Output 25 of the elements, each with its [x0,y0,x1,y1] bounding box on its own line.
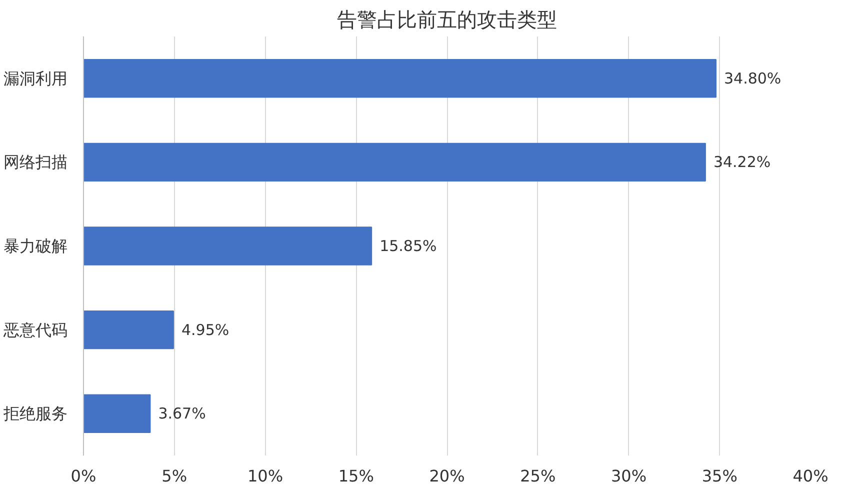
x-tick-label: 20% [429,466,465,486]
y-tick-label: 拒绝服务 [2,404,68,424]
bar [84,394,151,433]
data-label: 3.67% [158,404,206,423]
data-label: 34.22% [713,153,771,172]
x-tick-label: 5% [162,466,188,486]
bar [84,142,706,182]
x-tick-label: 25% [520,466,556,486]
x-tick-label: 40% [792,466,828,486]
x-tick-label: 30% [610,466,647,486]
chart-title: 告警占比前五的攻击类型 [337,8,557,32]
bar [84,226,372,266]
data-label: 15.85% [380,237,437,255]
bar [84,310,174,350]
x-tick-label: 10% [247,466,284,486]
x-tick-label: 0% [70,466,96,486]
y-tick-label: 恶意代码 [2,320,68,340]
y-tick-label: 漏洞利用 [4,68,68,88]
y-tick-label: 暴力破解 [4,236,68,256]
bar [84,59,716,98]
x-tick-label: 15% [338,466,374,486]
x-tick-label: 35% [702,466,738,486]
data-label: 4.95% [181,320,230,339]
data-label: 34.80% [724,69,782,88]
y-tick-label: 网络扫描 [4,152,68,172]
